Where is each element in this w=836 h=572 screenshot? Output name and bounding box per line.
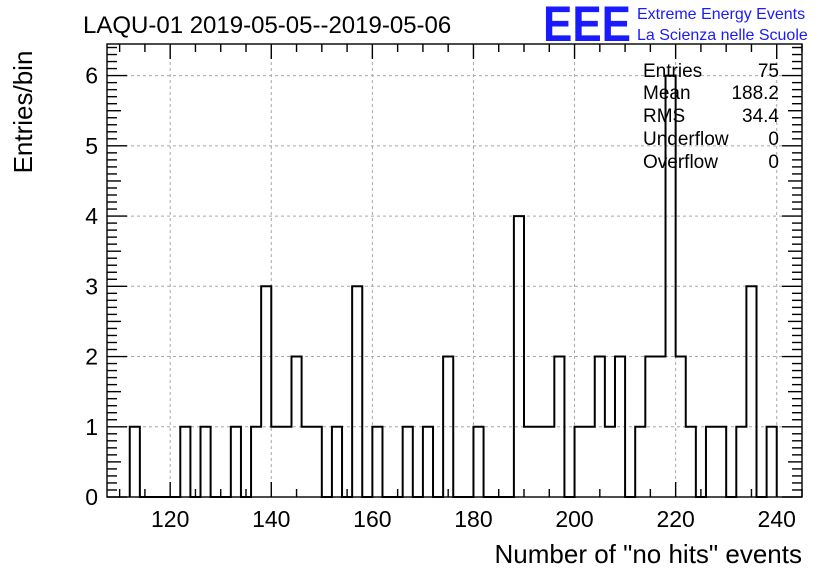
x-tick-label: 200 [555,506,593,532]
chart-title: LAQU-01 2019-05-05--2019-05-06 [83,12,451,39]
eee-logo-mark: EEE [543,0,631,52]
grid [107,44,802,497]
y-tick-label: 0 [85,484,98,510]
x-tick-label: 180 [454,506,492,532]
stats-value-rms: 34.4 [742,106,779,127]
stats-label-underflow: Underflow [643,129,729,150]
stats-label-overflow: Overflow [643,152,718,173]
eee-logo-line1: Extreme Energy Events [637,6,805,23]
x-tick-label: 240 [758,506,796,532]
stats-value-mean: 188.2 [731,83,779,104]
y-tick-label: 2 [85,344,98,370]
x-tick-label: 220 [656,506,694,532]
stats-box: Entries 75 Mean 188.2 RMS 34.4 Underflow… [643,61,779,173]
y-tick-label: 3 [85,273,98,299]
eee-logo: EEE Extreme Energy Events La Scienza nel… [543,0,808,52]
x-tick-label: 160 [353,506,391,532]
x-axis-label: Number of "no hits" events [495,539,803,569]
stats-label-entries: Entries [643,61,702,82]
y-tick-label: 4 [85,203,98,229]
stats-value-overflow: 0 [768,152,779,173]
eee-logo-line2: La Scienza nelle Scuole [637,27,808,44]
stats-value-entries: 75 [758,61,779,82]
x-axis: 120 140 160 180 200 220 240 [118,44,803,532]
stats-label-rms: RMS [643,106,685,127]
y-tick-label: 1 [85,414,98,440]
y-tick-label: 5 [85,133,98,159]
plot-frame [106,43,803,498]
stats-value-underflow: 0 [768,129,779,150]
x-tick-label: 140 [252,506,290,532]
y-axis: 0 1 2 3 4 5 6 [85,46,802,510]
x-tick-label: 120 [151,506,189,532]
stats-label-mean: Mean [643,83,691,104]
y-axis-label: Entries/bin [8,51,38,174]
y-tick-label: 6 [85,63,98,89]
